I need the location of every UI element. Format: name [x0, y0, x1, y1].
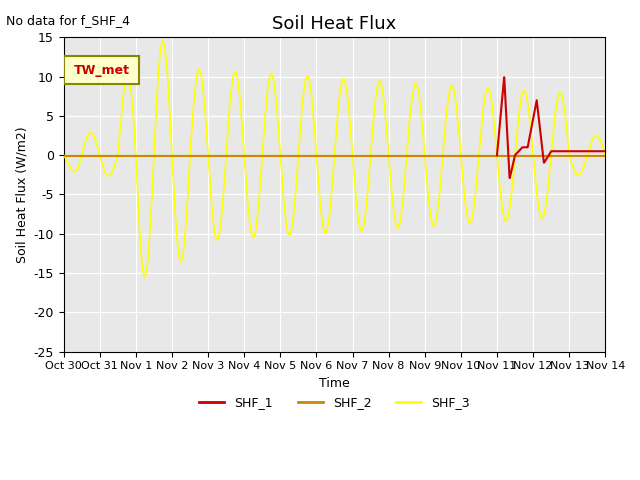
X-axis label: Time: Time: [319, 377, 350, 390]
Text: TW_met: TW_met: [74, 64, 129, 77]
Text: No data for f_SHF_4: No data for f_SHF_4: [6, 14, 131, 27]
Title: Soil Heat Flux: Soil Heat Flux: [273, 15, 397, 33]
FancyBboxPatch shape: [63, 56, 140, 84]
Y-axis label: Soil Heat Flux (W/m2): Soil Heat Flux (W/m2): [15, 126, 28, 263]
Legend: SHF_1, SHF_2, SHF_3: SHF_1, SHF_2, SHF_3: [194, 391, 475, 414]
